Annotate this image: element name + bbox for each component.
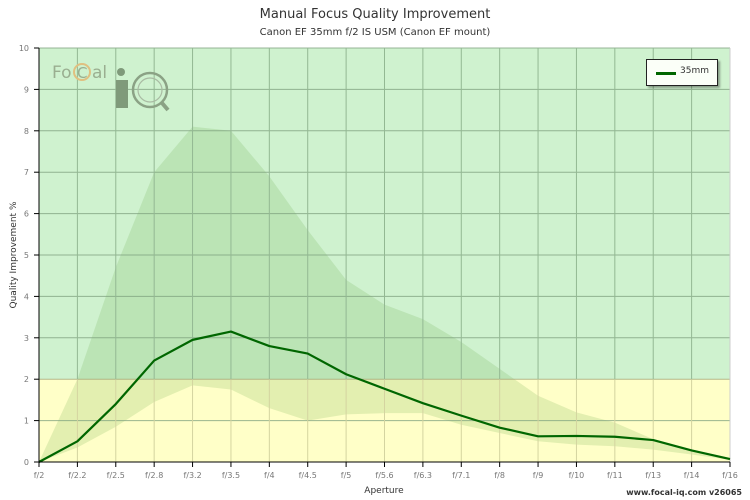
chart-subtitle: Canon EF 35mm f/2 IS USM (Canon EF mount… <box>259 27 491 38</box>
legend-swatch-35mm <box>656 72 676 75</box>
x-axis-label: Aperture <box>364 486 404 496</box>
x-tick-label: f/7.1 <box>452 471 470 480</box>
x-tick-label: f/2.2 <box>68 471 86 480</box>
svg-text:al: al <box>92 63 107 83</box>
y-tick-label: 9 <box>24 85 29 94</box>
range-band-area <box>39 126 730 462</box>
footer-credit: www.focal-iq.com v26065 <box>626 488 742 497</box>
x-tick-label: f/3.5 <box>222 471 240 480</box>
x-tick-label: f/4 <box>264 471 275 480</box>
y-tick-label: 8 <box>24 127 29 136</box>
y-tick-label: 4 <box>24 292 29 301</box>
y-tick-label: 7 <box>24 168 29 177</box>
x-tick-label: f/10 <box>569 471 585 480</box>
series-line-35mm <box>38 330 731 463</box>
range-band <box>39 126 730 462</box>
chart-title: Manual Focus Quality Improvement <box>259 7 491 22</box>
x-tick-label: f/9 <box>533 471 544 480</box>
x-tick-label: f/4.5 <box>299 471 317 480</box>
x-tick-label: f/2.5 <box>107 471 125 480</box>
x-tick-label: f/16 <box>722 471 738 480</box>
y-tick-label: 2 <box>24 375 29 384</box>
y-tick-label: 10 <box>19 44 29 53</box>
x-tick-label: f/5 <box>341 471 352 480</box>
y-axis-label: Quality Improvement % <box>9 201 19 308</box>
x-tick-label: f/2.8 <box>145 471 163 480</box>
legend-label-35mm: 35mm <box>680 66 709 76</box>
data-series <box>38 330 731 463</box>
logo-icon: Fo C al <box>52 63 170 112</box>
logo-text-focal: Fo <box>52 63 72 83</box>
y-tick-label: 6 <box>24 210 29 219</box>
x-tick-label: f/3.2 <box>183 471 201 480</box>
svg-text:C: C <box>77 64 87 82</box>
x-tick-label: f/8 <box>494 471 505 480</box>
x-tick-label: f/14 <box>684 471 700 480</box>
focal-iq-logo: Fo C al <box>50 58 175 122</box>
y-tick-label: 3 <box>24 334 29 343</box>
y-tick-label: 1 <box>24 417 29 426</box>
legend: 35mm <box>646 59 718 86</box>
grid-lines <box>39 47 731 462</box>
x-tick-label: f/2 <box>34 471 45 480</box>
x-tick-label: f/5.6 <box>375 471 393 480</box>
x-tick-label: f/6.3 <box>414 471 432 480</box>
x-tick-label: f/13 <box>645 471 661 480</box>
axes: 0 1 2 3 4 5 6 7 8 9 10 f/2 f/2.2 f/2.5 f/2.8 f/3.2 f/3.5… <box>19 44 738 480</box>
x-tick-label: f/11 <box>607 471 623 480</box>
y-tick-label: 5 <box>24 251 29 260</box>
y-tick-label: 0 <box>24 458 29 467</box>
